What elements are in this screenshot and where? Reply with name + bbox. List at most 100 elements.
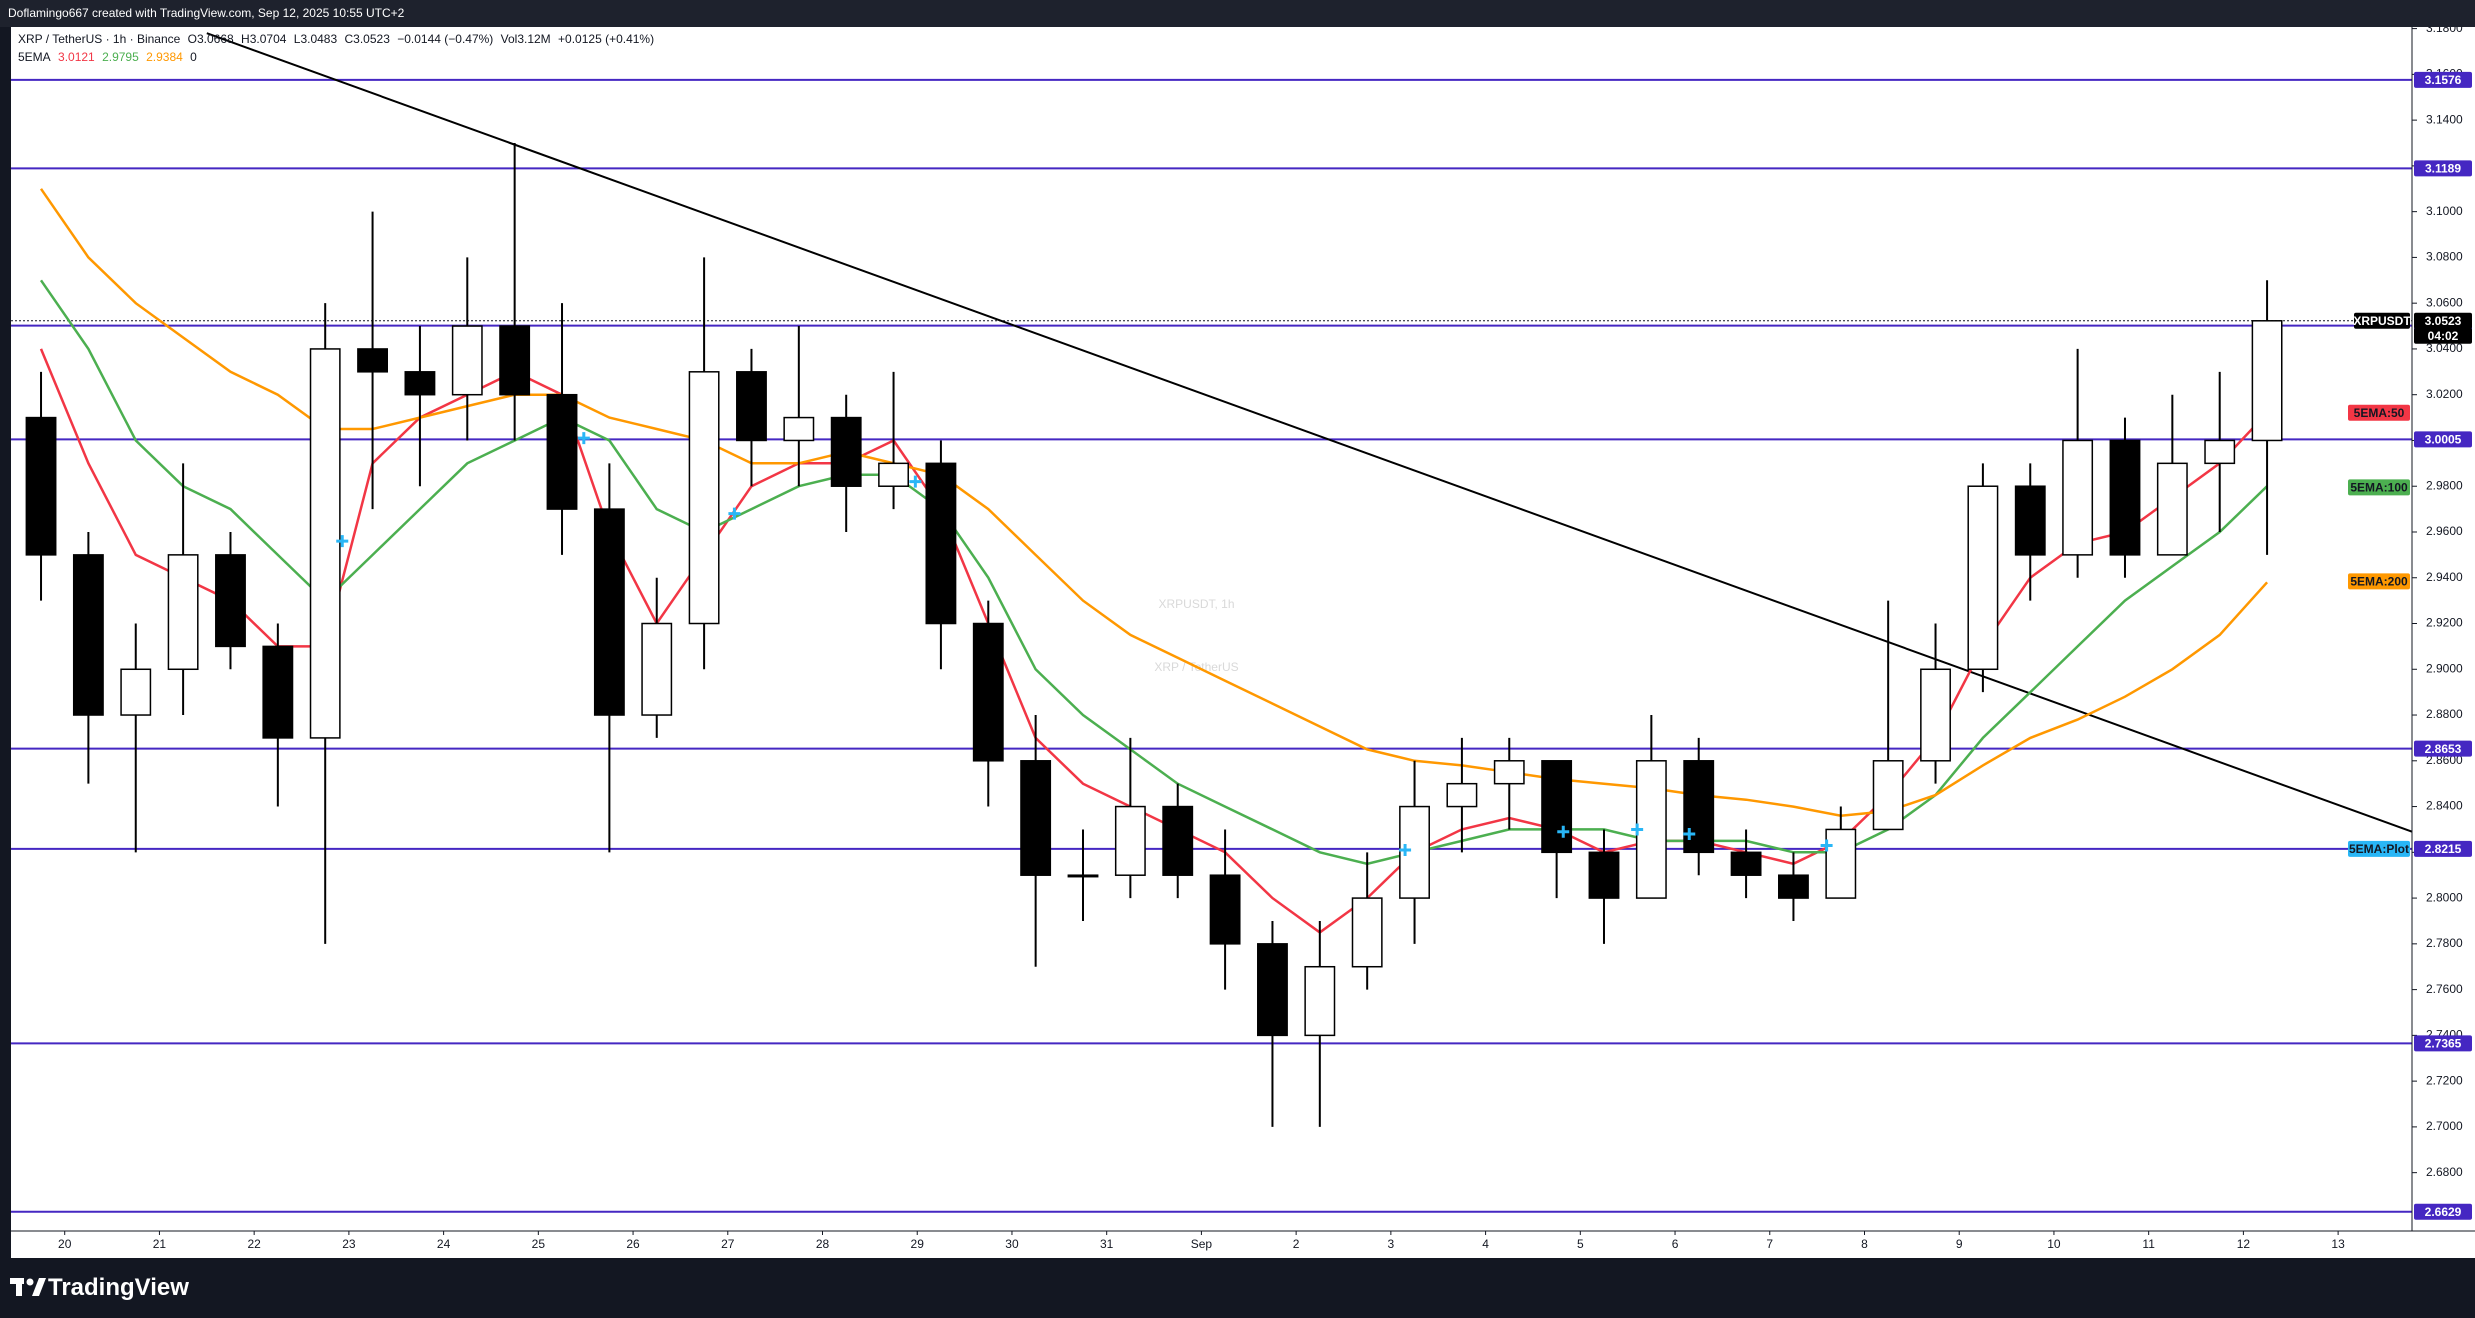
x-tick-label: 2 — [1293, 1237, 1300, 1251]
level-label-box — [2414, 1203, 2472, 1220]
x-tick-label: Sep — [1191, 1237, 1213, 1251]
x-tick-label: 10 — [2047, 1237, 2061, 1251]
candle-body — [1209, 874, 1241, 945]
candle-body — [1967, 485, 1999, 671]
plot-marker — [728, 507, 741, 520]
plot-label-box — [2348, 840, 2410, 857]
candle-body — [1114, 805, 1146, 876]
x-tick-label: 11 — [2142, 1237, 2155, 1251]
ohlc-value: 3.0704 — [249, 32, 287, 46]
ema-label: 5EMA:200 — [2350, 575, 2408, 589]
y-tick-label: 2.9200 — [2426, 616, 2463, 630]
level-label: 3.1189 — [2425, 162, 2461, 176]
candle-body — [499, 325, 531, 396]
ohlc-value: 3.0523 — [353, 32, 390, 46]
caption: Doflamingo667 created with TradingView.c… — [0, 0, 2475, 27]
logo — [10, 1278, 46, 1296]
candle-body — [25, 416, 57, 556]
candle-body — [1304, 965, 1336, 1037]
x-tick-label: 6 — [1672, 1237, 1679, 1251]
y-tick-label: 2.6800 — [2426, 1165, 2463, 1179]
symbol-label-box — [2354, 312, 2410, 329]
ohlc-key: O — [187, 32, 197, 46]
ema-label: 5EMA:100 — [2350, 481, 2408, 495]
candle-body — [1825, 828, 1857, 899]
x-tick-label: 23 — [342, 1237, 356, 1251]
candle-body — [357, 348, 388, 373]
level-label-box — [2414, 71, 2472, 88]
level-label: 2.7365 — [2425, 1037, 2462, 1051]
y-tick-label: 2.9600 — [2426, 524, 2463, 538]
y-tick-label: 2.8800 — [2426, 707, 2463, 721]
plot-label: 5EMA:Plot — [2349, 842, 2409, 856]
y-tick-label: 2.7800 — [2426, 936, 2463, 950]
y-tick-label: 3.0200 — [2426, 387, 2463, 401]
trendline — [206, 32, 2412, 833]
level-label-box — [2414, 840, 2472, 857]
y-tick-label: 3.0400 — [2426, 341, 2463, 355]
legend-line-2: 5EMA 3.0121 2.9795 2.9384 0 — [18, 50, 201, 64]
last-price-label-box — [2414, 312, 2472, 329]
candle-body — [451, 325, 483, 396]
candle-body — [925, 462, 957, 625]
indicator-name: 5EMA — [18, 50, 51, 64]
x-tick-label: 25 — [532, 1237, 546, 1251]
candle-body — [1778, 874, 1809, 899]
volume-key: Vol — [500, 32, 518, 46]
plot-marker — [336, 535, 349, 548]
legend-line-1: XRP / TetherUS · 1h · Binance O3.0668 H3… — [18, 32, 658, 46]
countdown: 04:02 — [2428, 329, 2459, 343]
plot-marker — [1683, 828, 1696, 841]
candle-body — [2014, 485, 2046, 556]
candle-body — [1020, 760, 1052, 876]
ohlc-key: C — [344, 32, 354, 46]
x-tick-label: 30 — [1005, 1237, 1019, 1251]
plot-marker — [1557, 825, 1570, 838]
level-label: 2.6629 — [2425, 1205, 2462, 1219]
y-tick-label: 2.7000 — [2426, 1119, 2463, 1133]
candle-body — [2109, 439, 2141, 556]
candle-body — [1162, 805, 1194, 876]
y-tick-label: 3.1400 — [2426, 112, 2463, 126]
x-tick-label: 13 — [2331, 1237, 2345, 1251]
price-axis-bg — [2412, 27, 2475, 1258]
candle-body — [1067, 874, 1099, 878]
y-tick-label: 2.9800 — [2426, 478, 2463, 492]
y-tick-label: 2.7600 — [2426, 982, 2463, 996]
candle-body — [688, 371, 720, 625]
candle-body — [167, 554, 199, 671]
indicator-plot-value: 0 — [190, 50, 197, 64]
ohlc-key: L — [293, 32, 301, 46]
candle-body — [1541, 760, 1573, 854]
last-price-label: 3.0523 — [2425, 314, 2462, 328]
x-tick-label: 3 — [1388, 1237, 1395, 1251]
chart-background — [0, 27, 2475, 1258]
plot-marker — [577, 432, 590, 445]
candle-body — [120, 668, 152, 716]
footer: TradingView — [0, 1258, 2475, 1318]
y-tick-label: 2.8000 — [2426, 890, 2463, 904]
level-label: 2.8215 — [2425, 842, 2462, 856]
indicator-value: 2.9384 — [146, 50, 183, 64]
candle-body — [2251, 320, 2283, 442]
brand: TradingView — [48, 1274, 189, 1301]
level-label-box — [2414, 740, 2472, 757]
candle-body — [309, 348, 341, 739]
countdown-box — [2414, 327, 2472, 344]
ema-label-box — [2348, 573, 2410, 590]
volume: 3.12M — [517, 32, 551, 46]
x-tick-label: 21 — [153, 1237, 167, 1251]
symbol-label: XRPUSDT — [2353, 314, 2411, 328]
level-label: 3.1576 — [2425, 73, 2462, 87]
volume-change: +0.0125 (+0.41%) — [558, 32, 655, 46]
y-tick-label: 2.7200 — [2426, 1073, 2463, 1087]
candle-body — [215, 554, 246, 648]
candle-body — [736, 371, 767, 442]
candle-body — [830, 416, 862, 487]
candle-body — [1872, 760, 1904, 831]
y-tick-label: 3.1000 — [2426, 204, 2463, 218]
x-tick-label: 24 — [437, 1237, 451, 1251]
